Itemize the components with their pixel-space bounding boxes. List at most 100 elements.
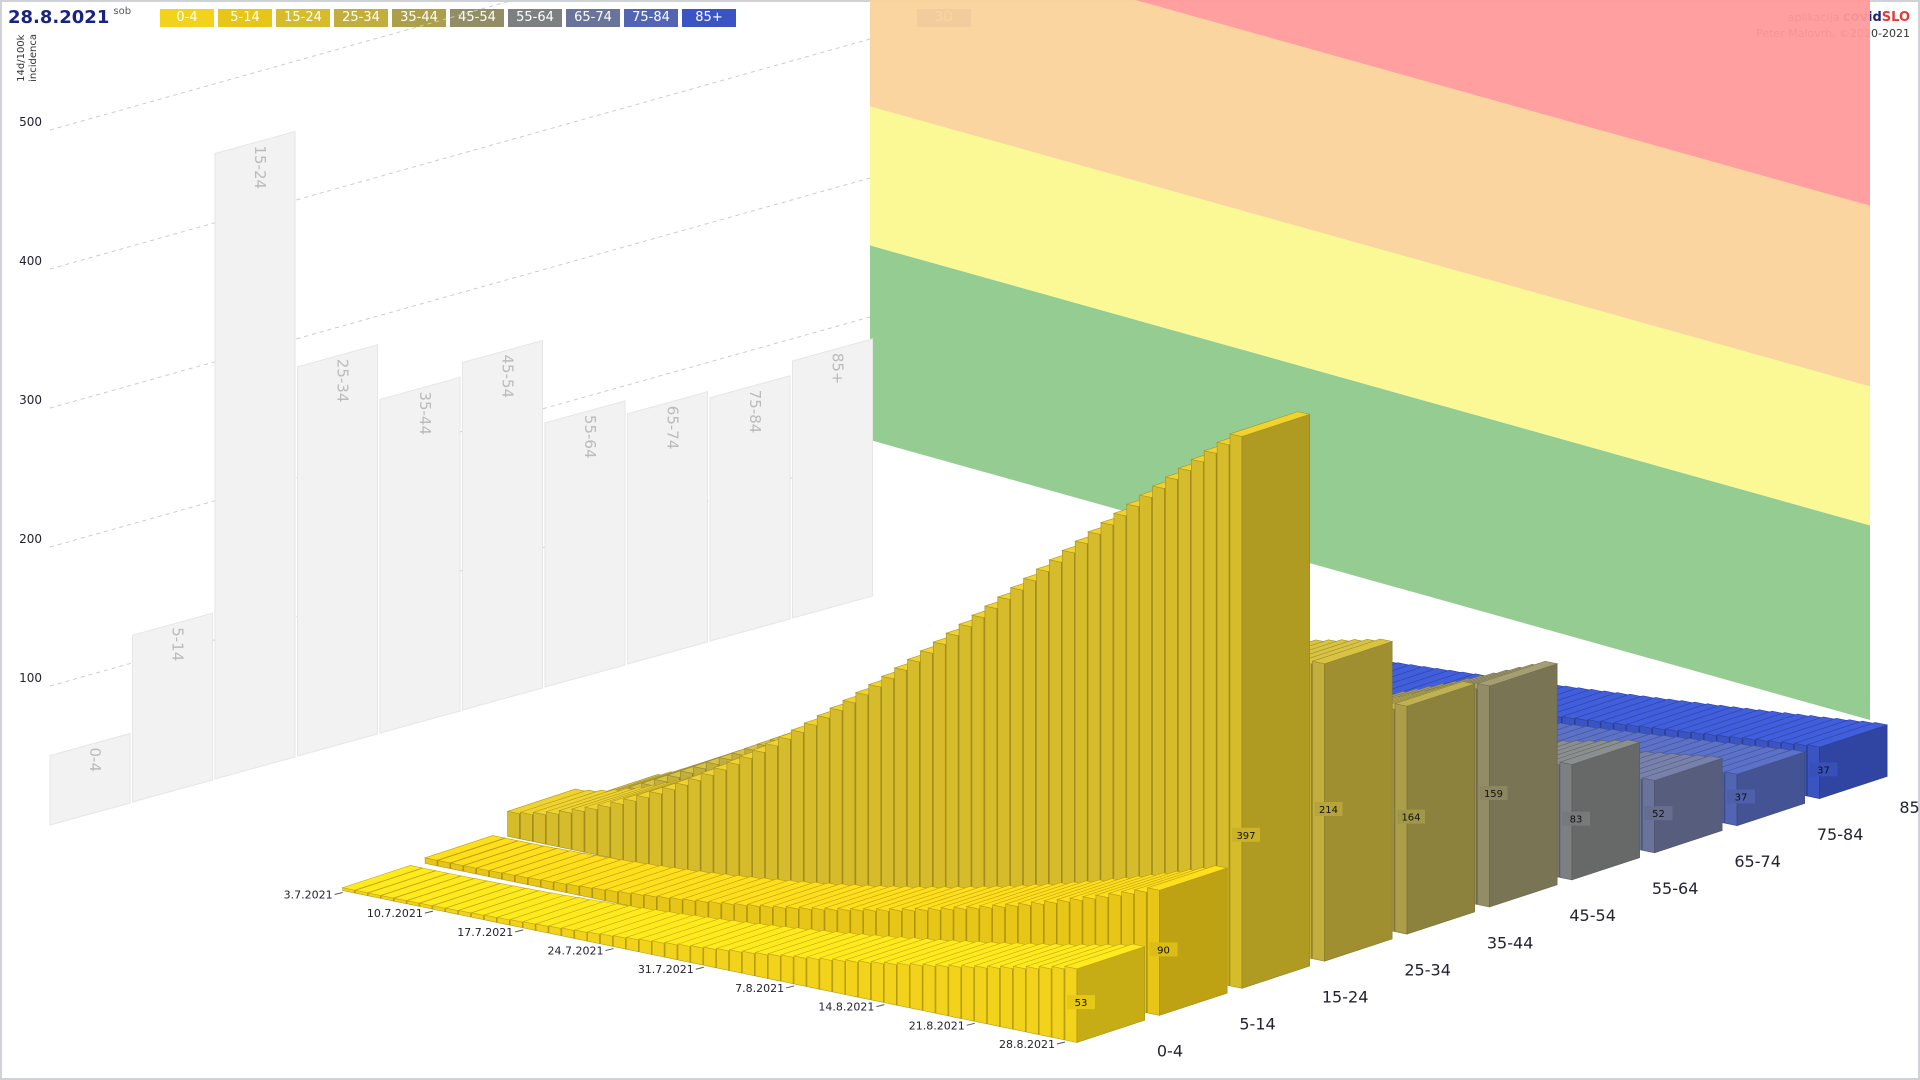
category-label-45-54: 45-54: [1569, 906, 1616, 925]
bar-front-face: [1229, 433, 1243, 989]
legend-75-84-button[interactable]: 75-84: [624, 9, 678, 27]
bar-front-face: [868, 684, 882, 914]
value-label-bg: [1396, 809, 1425, 824]
bar-top-face: [1228, 411, 1311, 437]
bar-top-face: [449, 840, 532, 866]
category-label-25-34: 25-34: [1404, 960, 1451, 979]
bar-front-face: [974, 965, 987, 1025]
back-bar-75-84: [709, 375, 791, 642]
bar-front-face: [855, 692, 869, 912]
value-label-bg: [1809, 762, 1838, 777]
risk-zone-2: [870, 0, 1870, 387]
back-bar-label: 25-34: [334, 359, 352, 403]
value-label-bg: [1726, 789, 1755, 804]
bar-top-face: [1063, 943, 1146, 970]
legend-25-34-button[interactable]: 25-34: [334, 9, 388, 27]
value-label-0-4: 53: [1075, 998, 1088, 1009]
value-label-bg: [1066, 995, 1095, 1010]
bar-top-face: [393, 875, 476, 901]
value-label-45-54: 159: [1484, 789, 1503, 800]
bar-front-face: [816, 715, 830, 904]
bars-3d: 37 37 52 83 159 164 214 397 90 53: [341, 411, 1889, 1043]
max-value-back-wall: 0-4 5-14 15-24 25-34 35-44 45-54 55-64 65-74 75-…: [49, 130, 873, 826]
category-label-65-74: 65-74: [1734, 852, 1781, 871]
y-tick-label: 100: [19, 671, 42, 685]
back-bar-85+: [792, 338, 873, 619]
risk-zone-0: [870, 245, 1870, 720]
value-label-bg: [1479, 785, 1508, 800]
legend-5-14-button[interactable]: 5-14: [218, 9, 272, 27]
bar-front-face: [558, 810, 572, 850]
date-tick-mark: [515, 929, 524, 933]
value-label-35-44: 164: [1401, 813, 1420, 824]
date-tick-label: 28.8.2021: [999, 1038, 1055, 1051]
legend-45-54-button[interactable]: 45-54: [450, 9, 504, 27]
bar-front-face: [677, 943, 691, 963]
bar-85+-day-56: [1806, 722, 1889, 799]
bar-front-face: [780, 954, 794, 985]
bar-side-face: [1489, 663, 1558, 908]
bar-side-face: [1324, 641, 1393, 962]
legend-65-74-button[interactable]: 65-74: [566, 9, 620, 27]
legend-85plus-button[interactable]: 85+: [682, 9, 736, 27]
bar-15-24-day-56: [1228, 411, 1311, 989]
gridline-300: [49, 177, 871, 409]
bar-top-face: [423, 835, 506, 861]
back-bar-label: 75-84: [746, 390, 764, 434]
bar-front-face: [729, 949, 742, 974]
bar-35-44-day-56: [1393, 681, 1476, 935]
bar-top-face: [1393, 681, 1476, 707]
bar-front-face: [803, 722, 817, 901]
value-label-55-64: 83: [1570, 815, 1583, 826]
date-tick-mark: [334, 891, 343, 895]
bar-top-face: [367, 870, 450, 896]
category-label-15-24: 15-24: [1322, 988, 1369, 1007]
bar-front-face: [664, 942, 678, 961]
date-tick-mark: [695, 966, 704, 970]
back-bar-45-54: [462, 339, 543, 711]
y-tick-label: 300: [19, 393, 42, 407]
bar-front-face: [884, 961, 897, 1006]
bar-front-face: [1051, 966, 1065, 1041]
bar-5-14-day-56: [1146, 865, 1229, 1016]
bar-top-face: [1558, 739, 1641, 765]
bar-front-face: [507, 810, 520, 840]
bar-top-face: [1641, 755, 1724, 781]
bar-top-face: [1723, 749, 1806, 775]
bar-front-face: [961, 964, 975, 1022]
bar-front-face: [909, 963, 923, 1011]
date-tick-label: 24.7.2021: [548, 945, 604, 958]
category-label-0-4: 0-4: [1157, 1042, 1183, 1061]
bar-top-face: [1476, 660, 1559, 687]
legend-0-4-button[interactable]: 0-4: [160, 9, 214, 27]
bar-front-face: [842, 700, 856, 909]
bar-front-face: [935, 964, 949, 1017]
bar-top-face: [354, 867, 437, 894]
bar-front-face: [806, 956, 820, 990]
risk-zone-bands: [870, 0, 1870, 720]
category-label-85+: 85+: [1899, 798, 1920, 817]
legend-35-44-button[interactable]: 35-44: [392, 9, 446, 27]
y-tick-label: 400: [19, 254, 42, 268]
risk-zone-3: [1135, 0, 1870, 206]
bar-front-face: [752, 749, 765, 890]
legend-15-24-button[interactable]: 15-24: [276, 9, 330, 27]
bar-front-face: [742, 950, 755, 977]
bar-front-face: [945, 632, 959, 930]
bar-25-34-day-56: [1311, 638, 1394, 962]
bar-side-face: [1406, 683, 1475, 935]
bar-front-face: [584, 806, 598, 856]
date-tick-label: 31.7.2021: [638, 963, 694, 976]
back-bar-55-64: [544, 400, 626, 688]
bar-front-face: [662, 787, 675, 872]
bar-front-face: [1013, 965, 1026, 1033]
date-tick-label: 21.8.2021: [909, 1019, 965, 1032]
legend-55-64-button[interactable]: 55-64: [508, 9, 562, 27]
bar-front-face: [610, 801, 624, 861]
value-label-85+: 37: [1817, 765, 1830, 776]
bar-front-face: [755, 952, 768, 979]
bar-front-face: [793, 955, 807, 987]
bar-front-face: [920, 650, 933, 925]
value-label-bg: [1149, 942, 1178, 957]
back-bar-label: 85+: [829, 353, 847, 385]
